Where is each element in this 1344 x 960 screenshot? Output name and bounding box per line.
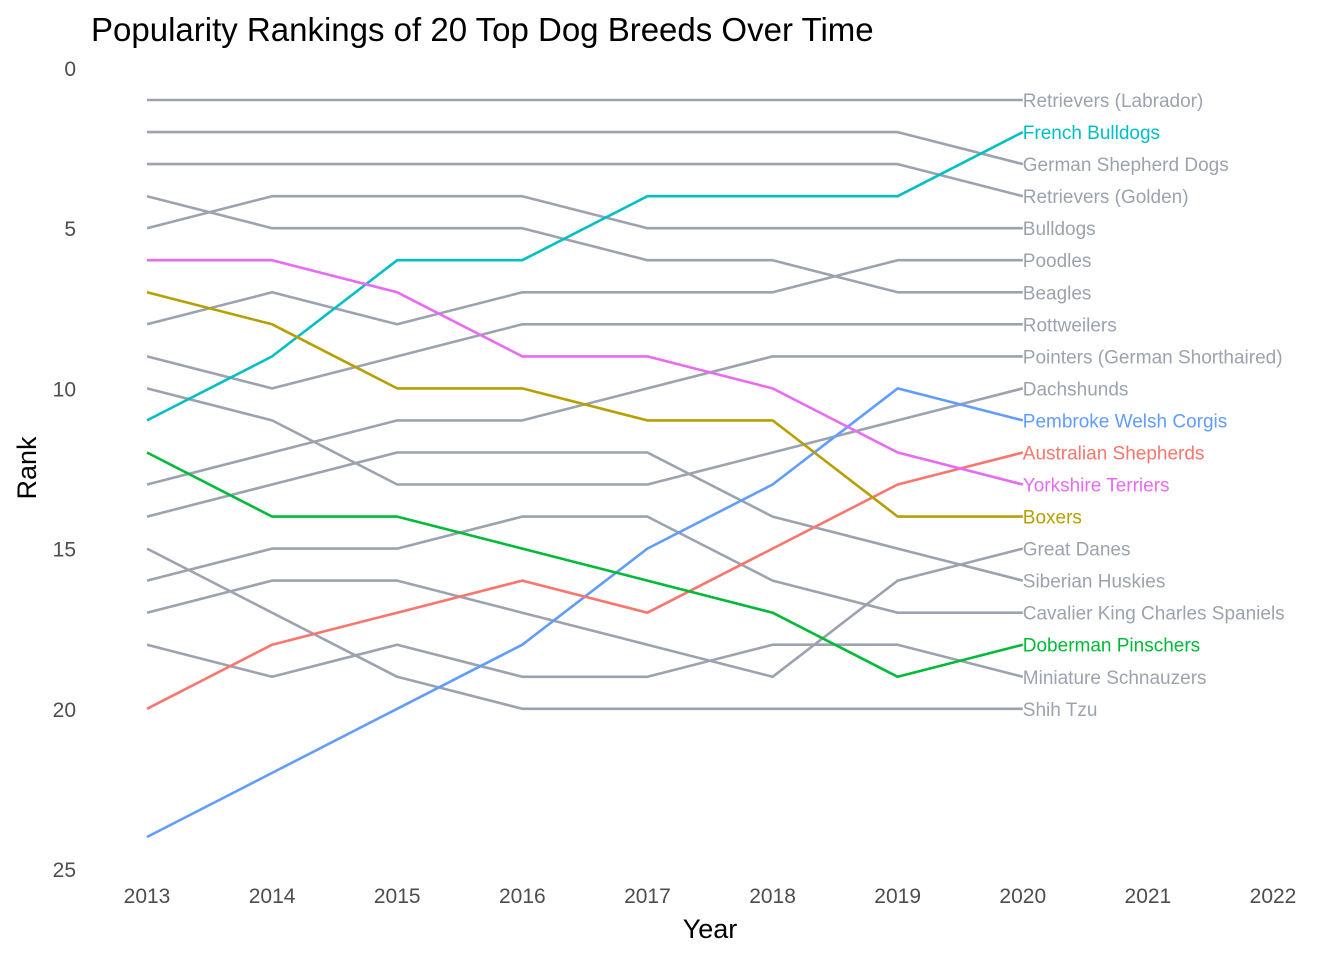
series-line — [147, 162, 1024, 198]
series-lines — [146, 98, 1024, 839]
x-tick-label: 2016 — [499, 885, 546, 908]
series-labels: Retrievers (Labrador) French Bulldogs Germ… — [1023, 91, 1285, 721]
y-tick-label: 10 — [53, 378, 76, 401]
series-line — [146, 130, 1024, 422]
series-label: Bulldogs — [1023, 219, 1096, 240]
series-line — [146, 194, 1023, 294]
series-line — [146, 194, 1023, 230]
series-label: Rottweilers — [1023, 315, 1117, 336]
series-label: Shih Tzu — [1023, 700, 1098, 721]
series-label: Retrievers (Labrador) — [1023, 91, 1204, 112]
series-label: Pembroke Welsh Corgis — [1023, 411, 1228, 432]
x-tick-label: 2022 — [1250, 885, 1297, 908]
series-label: Pointers (German Shorthaired) — [1023, 347, 1283, 368]
series-label: Great Danes — [1023, 540, 1131, 561]
series-line — [146, 451, 1024, 710]
x-tick-label: 2017 — [624, 885, 671, 908]
series-line — [146, 258, 1023, 326]
y-tick-label: 15 — [53, 539, 76, 562]
series-line — [146, 355, 1023, 486]
series-line — [146, 547, 1024, 679]
chart-title: Popularity Rankings of 20 Top Dog Breeds… — [91, 11, 874, 48]
series-label: German Shepherd Dogs — [1023, 155, 1229, 176]
series-line — [147, 130, 1024, 166]
series-label: French Bulldogs — [1023, 123, 1160, 144]
series-line — [146, 515, 1023, 615]
series-label: Retrievers (Golden) — [1023, 187, 1189, 208]
series-label: Cavalier King Charles Spaniels — [1023, 604, 1285, 625]
y-tick-label: 0 — [64, 58, 76, 81]
x-tick-label: 2020 — [999, 885, 1046, 908]
y-tick-label: 5 — [64, 218, 76, 241]
series-line — [146, 387, 1024, 486]
x-tick-label: 2015 — [374, 885, 421, 908]
y-tick-label: 25 — [53, 859, 76, 882]
series-line — [146, 322, 1023, 390]
series-line — [147, 258, 1024, 486]
y-axis-ticks: 0 5 10 15 20 25 — [53, 58, 76, 882]
series-line — [146, 643, 1024, 679]
x-axis-title: Year — [683, 914, 738, 944]
series-line — [146, 451, 1024, 582]
x-tick-label: 2021 — [1125, 885, 1172, 908]
series-label: Australian Shepherds — [1023, 443, 1205, 464]
series-label: Siberian Huskies — [1023, 572, 1166, 593]
y-axis-title: Rank — [12, 436, 42, 500]
x-tick-label: 2018 — [749, 885, 796, 908]
series-label: Dachshunds — [1023, 379, 1129, 400]
series-label: Doberman Pinschers — [1023, 636, 1200, 657]
series-label: Poodles — [1023, 251, 1092, 272]
x-tick-label: 2019 — [874, 885, 921, 908]
series-label: Yorkshire Terriers — [1023, 476, 1170, 497]
series-line — [146, 291, 1023, 518]
series-label: Boxers — [1023, 508, 1082, 529]
series-line — [146, 451, 1024, 679]
series-line — [146, 387, 1024, 839]
x-tick-label: 2013 — [124, 885, 171, 908]
series-label: Miniature Schnauzers — [1023, 668, 1207, 689]
y-tick-label: 20 — [53, 699, 76, 722]
x-tick-label: 2014 — [249, 885, 296, 908]
series-label: Beagles — [1023, 283, 1092, 304]
series-line — [146, 547, 1023, 711]
x-axis-ticks: 2013 2014 2015 2016 2017 2018 2019 2020 2021 2022 — [124, 885, 1297, 908]
